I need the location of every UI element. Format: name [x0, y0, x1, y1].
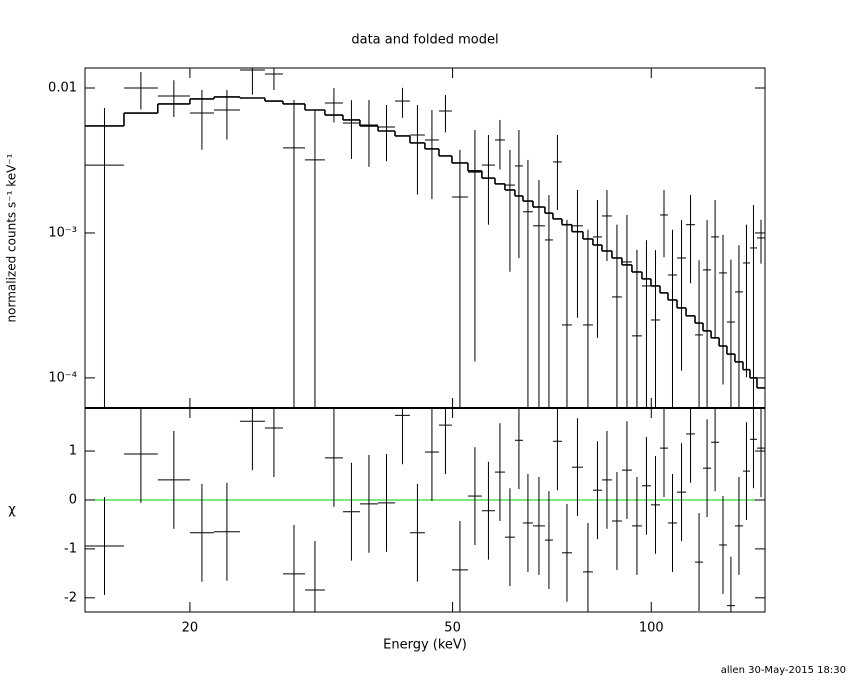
y-tick-label: 0.01	[48, 81, 77, 96]
y-tick-label: 10⁻⁴	[48, 370, 77, 385]
x-tick-label: 50	[444, 621, 461, 636]
residual-panel	[85, 408, 765, 612]
y-tick-label: -2	[64, 590, 77, 605]
chart-title: data and folded model	[351, 33, 498, 48]
footer: allen 30-May-2015 18:30	[721, 665, 846, 676]
frame	[84, 67, 766, 613]
x-tick-label: 20	[182, 621, 199, 636]
y-axis-label: normalized counts s⁻¹ keV⁻¹	[5, 153, 19, 322]
y-tick-label: -1	[64, 541, 77, 556]
y-tick-label: 10⁻³	[48, 225, 77, 240]
x-tick-label: 100	[639, 621, 664, 636]
x-axis-label: Energy (keV)	[383, 638, 467, 653]
y-tick-label: 1	[69, 444, 77, 459]
spectrum-panel	[85, 68, 765, 408]
axes: 20 50 100 0.01 10⁻³ 10⁻⁴ -2 -1 0 1	[48, 68, 765, 636]
y-axis-label: χ	[8, 503, 16, 518]
y-tick-label: 0	[69, 492, 77, 507]
